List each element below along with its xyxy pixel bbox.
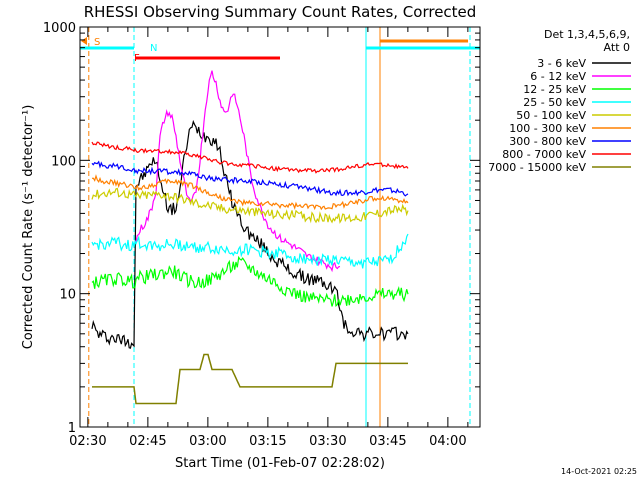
series-lines xyxy=(91,70,409,405)
legend-label-5: 50 - 100 keV xyxy=(516,109,586,122)
x-axis-label: Start Time (01-Feb-07 02:28:02) xyxy=(175,456,385,471)
legend-label-9: 7000 - 15000 keV xyxy=(488,161,586,174)
y-tick-label-2: 10 xyxy=(59,288,76,303)
legend-label-6: 100 - 300 keV xyxy=(509,122,586,135)
legend-label-1: 3 - 6 keV xyxy=(537,57,586,70)
series-line-9 xyxy=(92,353,408,405)
legend-label-7: 300 - 800 keV xyxy=(509,135,586,148)
x-tick-label-4: 03:15 xyxy=(249,434,286,449)
y-tick-label-4: 1000 xyxy=(43,21,76,36)
series-line-5 xyxy=(91,187,409,224)
y-tick-label-1: 1 xyxy=(68,421,76,436)
observing-intervals: S NF xyxy=(80,27,480,427)
x-tick-label-5: 03:30 xyxy=(309,434,346,449)
x-tick-label-6: 03:45 xyxy=(369,434,406,449)
saa-arrow-icon xyxy=(81,37,87,45)
legend-label-2: 6 - 12 keV xyxy=(530,70,586,83)
chart-title: RHESSI Observing Summary Count Rates, Co… xyxy=(84,3,477,21)
axes: 02:30 02:45 03:00 03:15 03:30 03:45 04:00 1 10 10… xyxy=(43,21,480,449)
legend-label-3: 12 - 25 keV xyxy=(523,83,586,96)
series-line-2 xyxy=(135,70,341,273)
legend-label-4: 25 - 50 keV xyxy=(523,96,586,109)
x-tick-label-3: 03:00 xyxy=(189,434,226,449)
plot-frame xyxy=(79,26,481,428)
x-tick-label-7: 04:00 xyxy=(429,434,466,449)
series-line-8 xyxy=(91,141,409,174)
series-line-7 xyxy=(91,160,409,197)
y-tick-label-3: 100 xyxy=(51,154,76,169)
series-line-6 xyxy=(91,174,409,211)
legend-header-detectors: Det 1,3,4,5,6,9, xyxy=(544,28,630,41)
saa-label: S xyxy=(94,37,100,48)
legend-header-attenuator: Att 0 xyxy=(604,41,630,54)
x-tick-label-2: 02:45 xyxy=(129,434,166,449)
y-axis-label: Corrected Count Rate (s⁻¹ detector⁻¹) xyxy=(21,105,36,350)
night-label: N xyxy=(150,43,157,54)
series-line-3 xyxy=(91,255,409,308)
footer-timestamp: 14-Oct-2021 02:25 xyxy=(561,467,637,476)
legend-label-8: 800 - 7000 keV xyxy=(502,148,586,161)
x-tick-label-1: 02:30 xyxy=(69,434,106,449)
flare-label: F xyxy=(134,53,140,64)
series-line-1 xyxy=(91,119,409,349)
series-line-4 xyxy=(91,233,409,269)
